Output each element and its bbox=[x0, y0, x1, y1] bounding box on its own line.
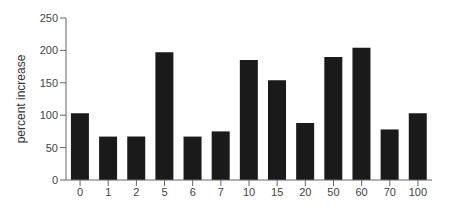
svg-text:15: 15 bbox=[271, 186, 283, 198]
svg-text:50: 50 bbox=[327, 186, 339, 198]
svg-text:1: 1 bbox=[105, 186, 111, 198]
svg-text:0: 0 bbox=[77, 186, 83, 198]
svg-text:20: 20 bbox=[299, 186, 311, 198]
svg-text:250: 250 bbox=[40, 12, 58, 24]
svg-text:percent increase: percent increase bbox=[14, 54, 28, 143]
svg-text:200: 200 bbox=[40, 44, 58, 56]
svg-text:150: 150 bbox=[40, 77, 58, 89]
svg-text:100: 100 bbox=[40, 109, 58, 121]
svg-text:100: 100 bbox=[409, 186, 427, 198]
svg-text:7: 7 bbox=[218, 186, 224, 198]
svg-text:60: 60 bbox=[355, 186, 367, 198]
svg-text:5: 5 bbox=[161, 186, 167, 198]
svg-text:6: 6 bbox=[190, 186, 196, 198]
svg-text:2: 2 bbox=[133, 186, 139, 198]
svg-text:70: 70 bbox=[384, 186, 396, 198]
svg-text:0: 0 bbox=[52, 174, 58, 186]
svg-text:50: 50 bbox=[46, 142, 58, 154]
svg-text:10: 10 bbox=[243, 186, 255, 198]
